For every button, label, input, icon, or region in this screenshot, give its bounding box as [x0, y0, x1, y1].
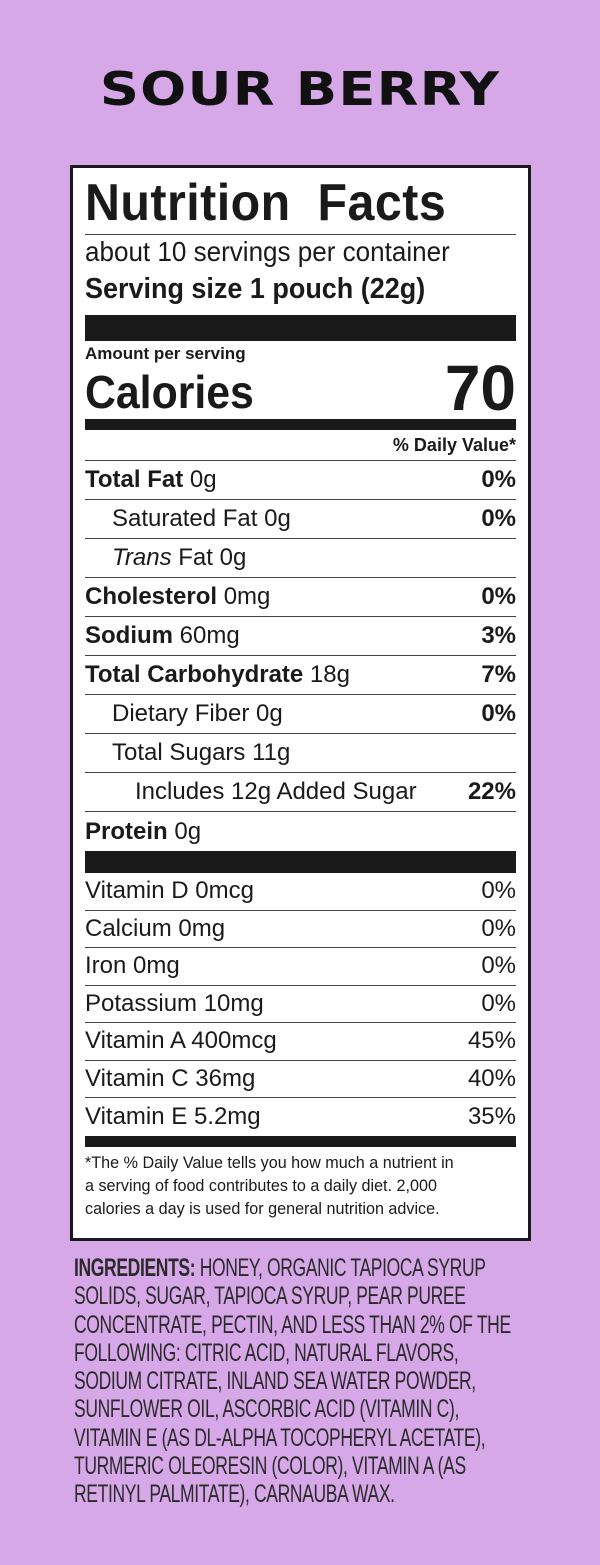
- vitamin-dv: 0%: [481, 989, 516, 1017]
- ingredients-line: FOLLOWING: CITRIC ACID, NATURAL FLAVORS,: [74, 1338, 459, 1367]
- vitamin-name: Iron 0mg: [85, 952, 180, 980]
- nutrient-dv: 0%: [481, 583, 516, 610]
- nutrient-name: Saturated Fat: [112, 505, 258, 532]
- serving-size: Serving size 1 pouch (22g): [85, 273, 426, 305]
- nutrient-amount: 0g: [189, 466, 217, 493]
- nutrient-dv: 22%: [467, 778, 516, 805]
- vitamin-dv: 0%: [481, 877, 516, 905]
- label-title: Nutrition Facts: [85, 174, 447, 232]
- calories-value: 70: [444, 352, 516, 424]
- nutrient-name: Total Sugars: [112, 739, 246, 766]
- nutrient-row-sodium: Sodium 60mg 3%: [85, 617, 516, 656]
- daily-value-header: % Daily Value*: [85, 430, 516, 461]
- footnote-line: calories a day is used for general nutri…: [85, 1198, 440, 1218]
- nutrient-row-dietary-fiber: Dietary Fiber 0g 0%: [85, 695, 516, 734]
- nutrient-name: Trans: [112, 544, 172, 571]
- nutrient-dv: 0%: [481, 700, 516, 727]
- vitamin-row: Potassium 10mg 0%: [85, 986, 516, 1023]
- calories-label: Calories: [85, 366, 254, 418]
- nutrient-row-added-sugar: Includes 12g Added Sugar 22%: [85, 773, 516, 812]
- ingredients-line: CONCENTRATE, PECTIN, AND LESS THAN 2% OF…: [74, 1310, 511, 1339]
- nutrient-row-cholesterol: Cholesterol 0mg 0%: [85, 578, 516, 617]
- vitamin-dv: 35%: [467, 1102, 516, 1130]
- nutrient-name: Total Fat: [85, 466, 184, 493]
- nutrient-amount: 11g: [252, 739, 291, 766]
- nutrient-amount: 18g: [309, 661, 350, 688]
- nutrient-dv: 0%: [481, 466, 516, 493]
- divider: [85, 234, 516, 235]
- vitamin-dv: 40%: [467, 1064, 516, 1092]
- vitamin-row: Calcium 0mg 0%: [85, 911, 516, 948]
- nutrient-name: Total Carbohydrate: [85, 661, 304, 688]
- nutrient-row-trans-fat: Trans Fat 0g: [85, 539, 516, 578]
- footnote-line: a serving of food contributes to a daily…: [85, 1175, 437, 1195]
- ingredients-line: SUNFLOWER OIL, ASCORBIC ACID (VITAMIN C)…: [74, 1395, 459, 1424]
- nutrient-row-total-carbohydrate: Total Carbohydrate 18g 7%: [85, 656, 516, 695]
- nutrient-row-total-fat: Total Fat 0g 0%: [85, 461, 516, 500]
- nutrient-name: Dietary Fiber: [112, 700, 250, 727]
- nutrient-name: Sodium: [85, 622, 173, 649]
- ingredients-line: SOLIDS, SUGAR, TAPIOCA SYRUP, PEAR PUREE: [74, 1282, 466, 1311]
- nutrient-dv: 3%: [481, 622, 516, 649]
- vitamin-name: Vitamin E 5.2mg: [85, 1102, 261, 1130]
- vitamin-name: Vitamin D 0mcg: [85, 877, 254, 905]
- vitamin-row: Vitamin A 400mcg 45%: [85, 1023, 516, 1061]
- ingredients-line: RETINYL PALMITATE), CARNAUBA WAX.: [74, 1480, 395, 1509]
- nutrient-amount: 0g: [256, 700, 283, 727]
- vitamin-dv: 0%: [481, 952, 516, 980]
- servings-per-container: about 10 servings per container: [85, 236, 450, 267]
- ingredients-line: HONEY, ORGANIC TAPIOCA SYRUP: [195, 1254, 486, 1282]
- ingredients: INGREDIENTS: HONEY, ORGANIC TAPIOCA SYRU…: [74, 1254, 534, 1509]
- nutrient-row-saturated-fat: Saturated Fat 0g 0%: [85, 500, 516, 539]
- ingredients-line: VITAMIN E (AS DL-ALPHA TOCOPHERYL ACETAT…: [74, 1423, 486, 1452]
- nutrient-name: Cholesterol: [85, 583, 218, 610]
- footnote: *The % Daily Value tells you how much a …: [85, 1151, 494, 1220]
- nutrient-name-rest: Fat: [178, 544, 213, 571]
- thick-divider: [85, 851, 516, 873]
- vitamin-dv: 0%: [481, 914, 516, 942]
- vitamin-dv: 45%: [467, 1027, 516, 1055]
- nutrient-amount: 60mg: [179, 622, 240, 649]
- nutrient-amount: 0mg: [223, 583, 271, 610]
- nutrient-amount: 0g: [264, 505, 291, 532]
- amount-per-serving: Amount per serving: [85, 344, 246, 363]
- ingredients-line: SODIUM CITRATE, INLAND SEA WATER POWDER,: [74, 1367, 476, 1396]
- calories-row: Calories 70: [85, 356, 516, 420]
- nutrient-row-protein: Protein 0g: [85, 812, 516, 851]
- footnote-line: *The % Daily Value tells you how much a …: [85, 1152, 454, 1172]
- vitamin-row: Iron 0mg 0%: [85, 948, 516, 986]
- vitamin-row: Vitamin C 36mg 40%: [85, 1061, 516, 1098]
- nutrient-amount: 0g: [219, 544, 247, 571]
- thick-divider: [85, 315, 516, 341]
- vitamin-row: Vitamin D 0mcg 0%: [85, 873, 516, 911]
- vitamin-name: Calcium 0mg: [85, 914, 226, 942]
- vitamin-name: Vitamin C 36mg: [85, 1064, 256, 1092]
- nutrient-amount: 0g: [174, 817, 202, 845]
- medium-divider: [85, 1135, 516, 1147]
- vitamin-name: Potassium 10mg: [85, 989, 264, 1017]
- product-name: SOUR BERRY: [99, 62, 501, 116]
- medium-divider: [85, 419, 516, 430]
- nutrient-row-total-sugars: Total Sugars 11g: [85, 734, 516, 773]
- vitamin-name: Vitamin A 400mcg: [85, 1027, 277, 1055]
- nutrient-dv: 7%: [481, 661, 516, 688]
- ingredients-line: TURMERIC OLEORESIN (COLOR), VITAMIN A (A…: [74, 1452, 466, 1481]
- nutrition-facts-label: Nutrition Facts about 10 servings per co…: [70, 165, 531, 1241]
- ingredients-heading: INGREDIENTS:: [74, 1254, 196, 1282]
- nutrient-dv: 0%: [481, 505, 516, 532]
- nutrient-name: Includes 12g Added Sugar: [135, 778, 417, 805]
- nutrient-name: Protein: [85, 817, 168, 845]
- vitamin-row: Vitamin E 5.2mg 35%: [85, 1098, 516, 1136]
